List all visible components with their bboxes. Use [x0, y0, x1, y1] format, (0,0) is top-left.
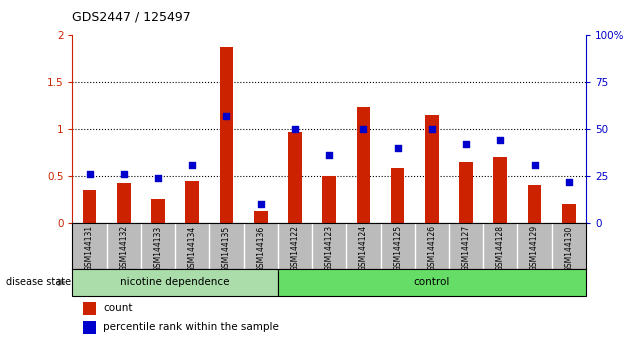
Point	[290, 126, 300, 132]
Bar	[528, 185, 541, 223]
Point	[221, 113, 231, 119]
Point	[461, 141, 471, 147]
Text: GDS2447 / 125497: GDS2447 / 125497	[72, 11, 191, 24]
Bar	[117, 183, 130, 223]
Bar	[72, 269, 278, 296]
Point	[427, 126, 437, 132]
Point	[187, 162, 197, 168]
Point	[84, 171, 94, 177]
Bar	[562, 204, 576, 223]
Text: GSM144123: GSM144123	[324, 225, 334, 272]
Text: GSM144124: GSM144124	[359, 225, 368, 272]
Point	[118, 171, 129, 177]
Text: GSM144131: GSM144131	[85, 225, 94, 272]
Bar	[83, 302, 96, 315]
Bar	[151, 199, 165, 223]
Point	[529, 162, 539, 168]
Text: GSM144130: GSM144130	[564, 225, 573, 272]
Bar	[288, 132, 302, 223]
Text: GSM144129: GSM144129	[530, 225, 539, 272]
Point	[358, 126, 369, 132]
Point	[153, 175, 163, 181]
Text: nicotine dependence: nicotine dependence	[120, 277, 230, 287]
Text: GSM144125: GSM144125	[393, 225, 402, 272]
Bar	[459, 162, 473, 223]
Point	[256, 201, 266, 207]
Bar	[83, 321, 96, 334]
Bar	[83, 190, 96, 223]
Text: GSM144136: GSM144136	[256, 225, 265, 272]
Bar	[323, 176, 336, 223]
Text: percentile rank within the sample: percentile rank within the sample	[103, 322, 279, 332]
Bar	[220, 47, 233, 223]
Text: control: control	[414, 277, 450, 287]
Text: GSM144126: GSM144126	[427, 225, 437, 272]
Bar	[254, 211, 268, 223]
Point	[392, 145, 403, 151]
Bar	[185, 181, 199, 223]
Bar	[391, 168, 404, 223]
Text: disease state: disease state	[6, 277, 71, 287]
Text: GSM144132: GSM144132	[119, 225, 129, 272]
Text: GSM144128: GSM144128	[496, 225, 505, 271]
Text: count: count	[103, 303, 133, 313]
Bar	[357, 107, 370, 223]
Point	[495, 138, 505, 143]
Point	[324, 153, 334, 158]
Bar	[425, 115, 438, 223]
Bar	[493, 157, 507, 223]
Text: GSM144134: GSM144134	[188, 225, 197, 272]
Text: GSM144133: GSM144133	[154, 225, 163, 272]
Text: GSM144135: GSM144135	[222, 225, 231, 272]
Text: GSM144122: GSM144122	[290, 225, 299, 271]
Point	[564, 179, 574, 184]
Bar	[278, 269, 586, 296]
Text: GSM144127: GSM144127	[462, 225, 471, 272]
